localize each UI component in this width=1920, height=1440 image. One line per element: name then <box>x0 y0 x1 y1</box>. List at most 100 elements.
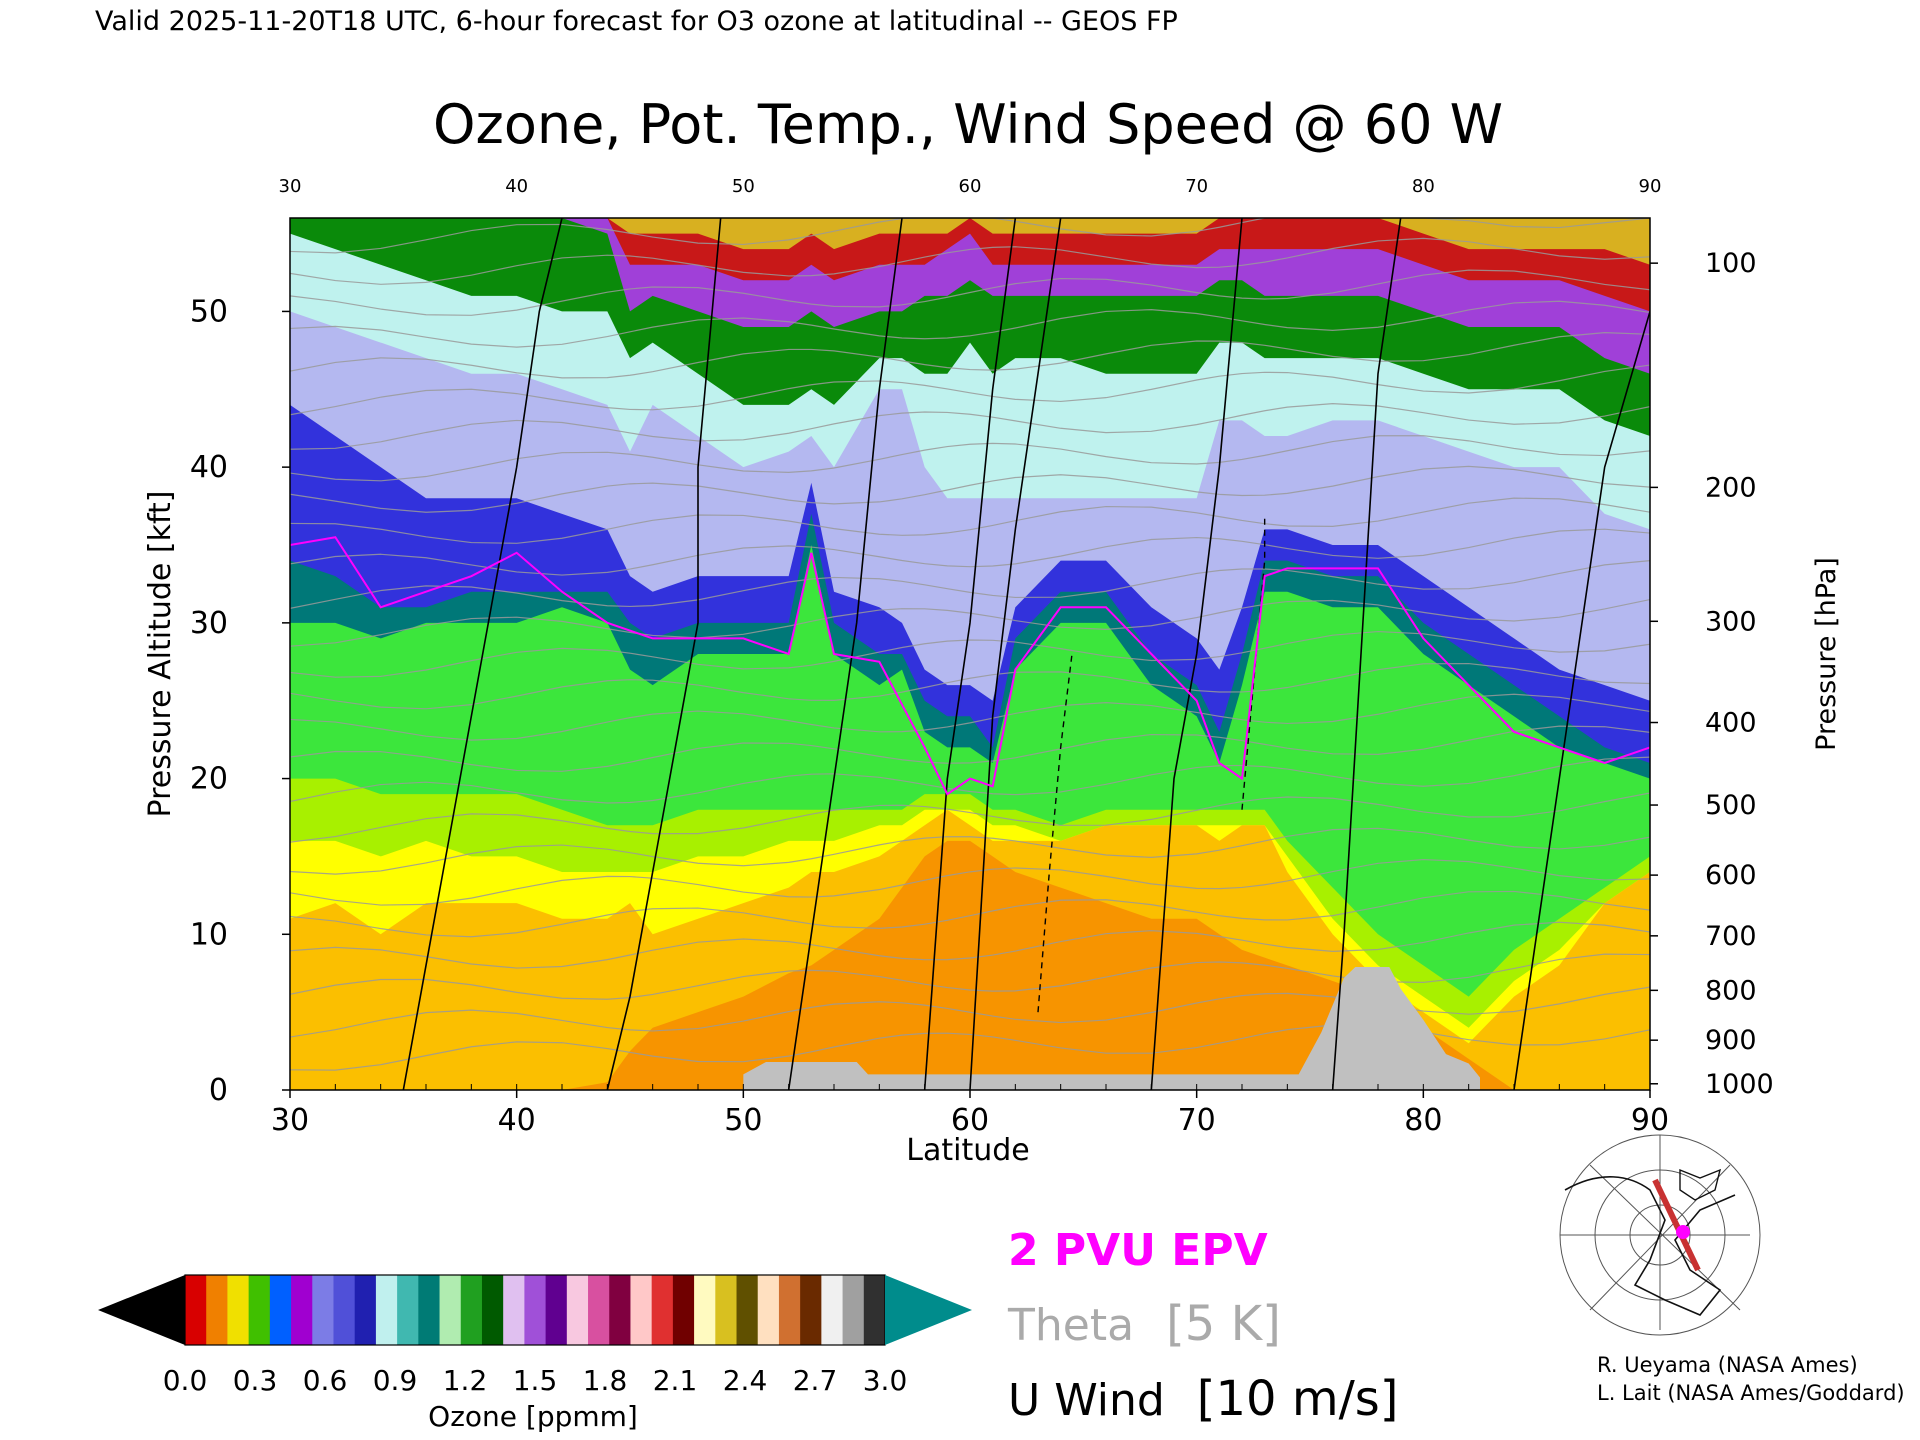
colorbar-tick-label: 1.8 <box>583 1364 628 1397</box>
terrain <box>743 966 1480 1090</box>
pressure-tick-label: 700 <box>1705 921 1757 952</box>
wind-isotach <box>969 218 1062 1090</box>
pressure-tick-label: 600 <box>1705 860 1757 891</box>
colorbar-tick-label: 2.7 <box>793 1364 838 1397</box>
colorbar-swatch <box>460 1275 483 1345</box>
pressure-tick-label: 1000 <box>1705 1069 1774 1100</box>
credit-line-1: R. Ueyama (NASA Ames) <box>1597 1353 1858 1377</box>
colorbar-swatch <box>375 1275 398 1345</box>
theta-isentrope <box>290 725 1650 772</box>
theta-isentrope <box>290 403 1650 450</box>
colorbar-tick-label: 1.5 <box>513 1364 558 1397</box>
colorbar-swatch <box>503 1275 525 1345</box>
theta-isentrope <box>290 827 1650 875</box>
legend-theta-unit: [5 K] <box>1166 1296 1281 1352</box>
legend-wind-name: U Wind <box>1008 1375 1165 1426</box>
colorbar-swatch <box>566 1275 589 1345</box>
colorbar-swatch <box>672 1275 695 1345</box>
theta-isentrope <box>290 598 1650 647</box>
legend-wind: U Wind [10 m/s] <box>1008 1371 1399 1427</box>
colorbar-swatch <box>545 1275 568 1345</box>
colorbar-swatch <box>715 1275 738 1345</box>
theta-isentrope <box>290 435 1650 482</box>
colorbar-swatch <box>524 1275 547 1345</box>
theta-isentrope <box>290 756 1650 804</box>
theta-isentrope <box>290 528 1650 576</box>
x-tick-label-top: 70 <box>1185 176 1208 197</box>
colorbar-swatch <box>757 1275 780 1345</box>
colorbar-swatch <box>800 1275 822 1345</box>
legend-theta-name: Theta <box>1007 1300 1134 1351</box>
wind-isotach <box>1331 218 1402 1090</box>
axes: 3030404050506060707080809090010203040501… <box>190 176 1774 1138</box>
theta-isentrope <box>290 858 1650 906</box>
x-tick-label: 80 <box>1404 1103 1442 1138</box>
theta-isentrope <box>290 237 1650 285</box>
x-tick-label: 60 <box>951 1103 989 1138</box>
epv-2pvu-line <box>290 536 1650 796</box>
colorbar-over-arrow <box>885 1275 972 1345</box>
colorbar-swatch <box>185 1275 207 1345</box>
pressure-tick-label: 800 <box>1705 975 1757 1006</box>
colorbar-tick-label: 0.0 <box>163 1364 208 1397</box>
theta-isentrope <box>290 465 1650 513</box>
theta-isentrope <box>290 300 1650 348</box>
pressure-tick-label: 300 <box>1705 606 1757 637</box>
x-tick-label-top: 50 <box>732 176 755 197</box>
theta-isentrope <box>290 218 1650 254</box>
colorbar-swatch <box>333 1275 356 1345</box>
x-tick-label: 50 <box>724 1103 762 1138</box>
theta-isentrope <box>290 630 1650 678</box>
y-axis-label-right: Pressure [hPa] <box>1811 557 1842 751</box>
theta-isentrope <box>290 693 1650 741</box>
colorbar-swatch <box>397 1275 419 1345</box>
north-america-polar-map-icon <box>1559 1134 1761 1336</box>
legend-epv: 2 PVU EPV <box>1008 1225 1268 1276</box>
wind-negative-isotach <box>1037 653 1073 1013</box>
wind-isotach <box>1150 218 1243 1090</box>
colorbar-swatch <box>630 1275 653 1345</box>
colorbar-swatch <box>418 1275 441 1345</box>
y-axis-label-left: Pressure Altitude [kft] <box>143 491 178 818</box>
theta-isentrope <box>290 269 1650 316</box>
colorbar-under-arrow <box>98 1275 185 1345</box>
x-tick-label-top: 80 <box>1412 176 1435 197</box>
theta-contours <box>290 218 1650 1071</box>
colorbar-swatch <box>588 1275 610 1345</box>
colorbar-tick-label: 2.1 <box>653 1364 698 1397</box>
wind-isotach <box>787 218 903 1090</box>
pressure-tick-label: 200 <box>1705 472 1757 503</box>
colorbar-swatch <box>863 1275 886 1345</box>
colorbar-tick-label: 0.9 <box>373 1364 418 1397</box>
x-tick-label: 90 <box>1631 1103 1669 1138</box>
theta-isentrope <box>290 890 1650 938</box>
y-tick-label: 50 <box>190 294 228 329</box>
theta-isentrope <box>290 792 1650 843</box>
valid-time-line: Valid 2025-11-20T18 UTC, 6-hour forecast… <box>95 6 1178 37</box>
colorbar-swatch <box>439 1275 462 1345</box>
pressure-tick-label: 900 <box>1705 1025 1757 1056</box>
theta-isentrope <box>290 662 1650 710</box>
colorbar-tick-label: 1.2 <box>443 1364 488 1397</box>
x-tick-label-top: 40 <box>505 176 528 197</box>
colorbar-swatch <box>778 1275 801 1345</box>
legend: 2 PVU EPV Theta [5 K] U Wind [10 m/s] <box>1007 1225 1399 1427</box>
colorbar-swatch <box>736 1275 759 1345</box>
wind-isotach <box>1513 311 1650 1090</box>
wind-isotach <box>923 218 1017 1090</box>
colorbar-tick-label: 3.0 <box>863 1364 908 1397</box>
colorbar-swatch <box>291 1275 313 1345</box>
cross-section-point <box>1676 1225 1690 1239</box>
x-tick-label: 40 <box>498 1103 536 1138</box>
y-tick-label: 0 <box>209 1073 228 1108</box>
colorbar-swatch <box>609 1275 631 1345</box>
wind-isotach <box>606 218 722 1090</box>
colorbar-swatch <box>821 1275 844 1345</box>
theta-isentrope <box>290 921 1650 969</box>
colorbar-swatch <box>694 1275 716 1345</box>
y-tick-label: 30 <box>190 606 228 641</box>
colorbar-swatch <box>206 1275 228 1345</box>
legend-wind-unit: [10 m/s] <box>1197 1371 1399 1427</box>
theta-isentrope <box>290 364 1650 416</box>
colorbar: 0.0 0.3 0.6 0.9 1.2 1.5 1.8 2.1 2.4 2.7 3.0 <box>98 1274 972 1397</box>
